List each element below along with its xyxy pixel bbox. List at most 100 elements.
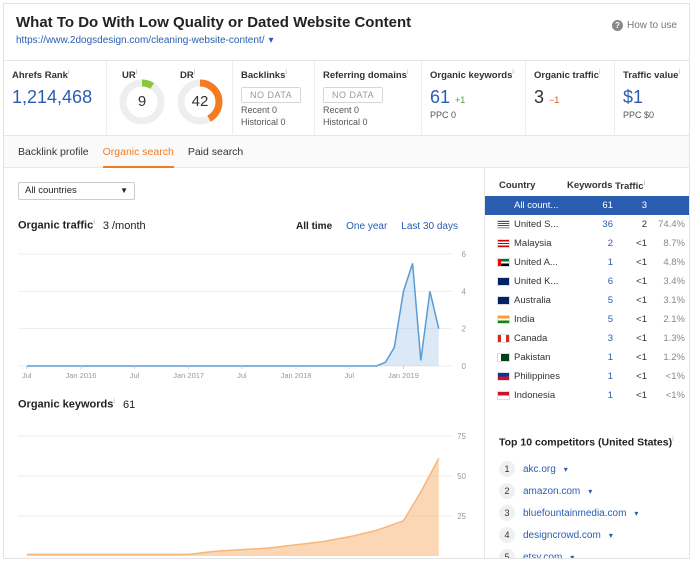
organic-keywords-value[interactable]: 61	[430, 87, 451, 108]
country-name[interactable]: All count...	[514, 200, 559, 211]
country-keywords[interactable]: 2	[607, 238, 613, 249]
organic-traffic-title: Organic traffici 3 /month	[18, 219, 146, 232]
chevron-down-icon[interactable]: ▾	[563, 464, 568, 474]
country-traffic: <1	[636, 333, 647, 344]
competitor-link[interactable]: etsy.com	[523, 551, 563, 559]
range-last-30-days[interactable]: Last 30 days	[401, 221, 458, 232]
tab-organic-search[interactable]: Organic search	[102, 146, 174, 168]
country-keywords[interactable]: 1	[607, 352, 613, 363]
country-row[interactable]: India 5 <1 2.1%	[485, 310, 689, 329]
chevron-down-icon[interactable]: ▾	[634, 508, 639, 518]
info-icon[interactable]: i	[285, 69, 287, 76]
competitor-item[interactable]: 5 etsy.com ▾	[499, 548, 575, 559]
how-to-use-link[interactable]: ? How to use	[611, 20, 677, 31]
country-name[interactable]: India	[514, 314, 535, 325]
info-icon[interactable]: i	[678, 69, 681, 76]
info-icon[interactable]: i	[512, 69, 514, 76]
country-keywords[interactable]: 1	[607, 371, 613, 382]
competitor-link[interactable]: amazon.com	[523, 485, 581, 497]
organic-traffic-chart-value: 3 /month	[102, 219, 146, 232]
country-traffic: <1	[636, 371, 647, 382]
country-name[interactable]: United S...	[514, 219, 559, 230]
country-row[interactable]: Canada 3 <1 1.3%	[485, 329, 689, 348]
info-icon[interactable]: i	[598, 69, 601, 76]
country-keywords[interactable]: 6	[607, 276, 613, 287]
info-icon[interactable]: i	[113, 398, 115, 405]
chevron-down-icon[interactable]: ▾	[588, 486, 593, 496]
country-row[interactable]: Pakistan 1 <1 1.2%	[485, 348, 689, 367]
referring-domains-label: Referring domains	[323, 70, 407, 82]
x-tick-label: Jan 2016	[66, 371, 97, 380]
country-keywords[interactable]: 1	[607, 257, 613, 268]
country-name[interactable]: Pakistan	[514, 352, 551, 363]
y-tick-label: 25	[457, 512, 466, 521]
url-text[interactable]: https://www.2dogsdesign.com/cleaning-web…	[16, 35, 265, 46]
chevron-down-icon: ▼	[120, 186, 128, 195]
info-icon[interactable]: i	[672, 436, 674, 443]
country-keywords[interactable]: 5	[607, 314, 613, 325]
tab-paid-search[interactable]: Paid search	[187, 146, 244, 158]
country-row[interactable]: Indonesia 1 <1 <1%	[485, 386, 689, 405]
country-select[interactable]: All countries ▼	[18, 182, 135, 200]
report-tabs: Backlink profile Organic search Paid sea…	[4, 136, 689, 168]
country-name[interactable]: Indonesia	[514, 390, 556, 401]
page-url[interactable]: https://www.2dogsdesign.com/cleaning-web…	[16, 35, 677, 46]
country-row[interactable]: Malaysia 2 <1 8.7%	[485, 234, 689, 253]
traffic-value-ppc: PPC $0	[623, 110, 655, 121]
y-tick-label: 50	[457, 472, 466, 481]
country-name[interactable]: Malaysia	[514, 238, 552, 249]
country-traffic-share: 1.2%	[663, 352, 685, 363]
backlinks-historical: Historical 0	[241, 117, 286, 128]
country-row[interactable]: Australia 5 <1 3.1%	[485, 291, 689, 310]
competitor-link[interactable]: bluefountainmedia.com	[523, 507, 627, 519]
country-row[interactable]: Philippines 1 <1 <1%	[485, 367, 689, 386]
competitor-item[interactable]: 3 bluefountainmedia.com ▾	[499, 504, 638, 522]
y-tick-label: 75	[457, 432, 466, 441]
info-icon[interactable]: i	[643, 180, 646, 187]
x-tick-label: Jan 2017	[173, 371, 204, 380]
country-keywords[interactable]: 1	[607, 390, 613, 401]
flag-id-icon	[497, 391, 510, 400]
country-keywords[interactable]: 36	[602, 219, 613, 230]
country-keywords[interactable]: 3	[607, 333, 613, 344]
country-name[interactable]: Australia	[514, 295, 551, 306]
country-keywords[interactable]: 61	[602, 200, 613, 211]
info-icon[interactable]: i	[93, 219, 95, 226]
chevron-down-icon[interactable]: ▾	[608, 530, 613, 540]
keywords-header: Keywords	[567, 180, 613, 191]
info-icon[interactable]: i	[67, 69, 70, 76]
country-traffic: <1	[636, 352, 647, 363]
competitor-item[interactable]: 2 amazon.com ▾	[499, 482, 592, 500]
chevron-down-icon[interactable]: ▾	[570, 552, 575, 559]
range-all-time[interactable]: All time	[296, 221, 333, 232]
series-line	[26, 458, 440, 556]
country-traffic-share: 2.1%	[663, 314, 685, 325]
referring-domains-recent: Recent 0	[323, 105, 360, 116]
organic-keywords-label: Organic keywords	[430, 70, 513, 82]
competitor-link[interactable]: designcrowd.com	[523, 529, 601, 541]
info-icon[interactable]: i	[193, 69, 196, 76]
tab-backlink-profile[interactable]: Backlink profile	[18, 146, 89, 158]
country-row[interactable]: United A... 1 <1 4.8%	[485, 253, 689, 272]
country-row[interactable]: United K... 6 <1 3.4%	[485, 272, 689, 291]
flag-in-icon	[497, 315, 510, 324]
country-name[interactable]: United A...	[514, 257, 558, 268]
country-name[interactable]: Philippines	[514, 371, 560, 382]
info-icon[interactable]: i	[135, 69, 138, 76]
range-one-year[interactable]: One year	[346, 221, 388, 232]
app-frame: What To Do With Low Quality or Dated Web…	[3, 3, 690, 559]
x-tick-label: Jul	[130, 371, 140, 380]
country-row-all[interactable]: All count... 61 3	[485, 196, 689, 215]
info-icon[interactable]: i	[406, 69, 409, 76]
chevron-down-icon[interactable]: ▾	[268, 35, 274, 46]
country-keywords[interactable]: 5	[607, 295, 613, 306]
competitor-item[interactable]: 1 akc.org ▾	[499, 460, 568, 478]
country-name[interactable]: Canada	[514, 333, 548, 344]
ur-ring	[119, 79, 165, 125]
competitor-link[interactable]: akc.org	[523, 463, 556, 475]
country-name[interactable]: United K...	[514, 276, 559, 287]
organic-traffic-value: 3	[534, 87, 545, 108]
competitor-item[interactable]: 4 designcrowd.com ▾	[499, 526, 613, 544]
countries-panel: Country Keywords Traffici All count... 61…	[484, 168, 689, 559]
country-row[interactable]: United S... 36 2 74.4%	[485, 215, 689, 234]
